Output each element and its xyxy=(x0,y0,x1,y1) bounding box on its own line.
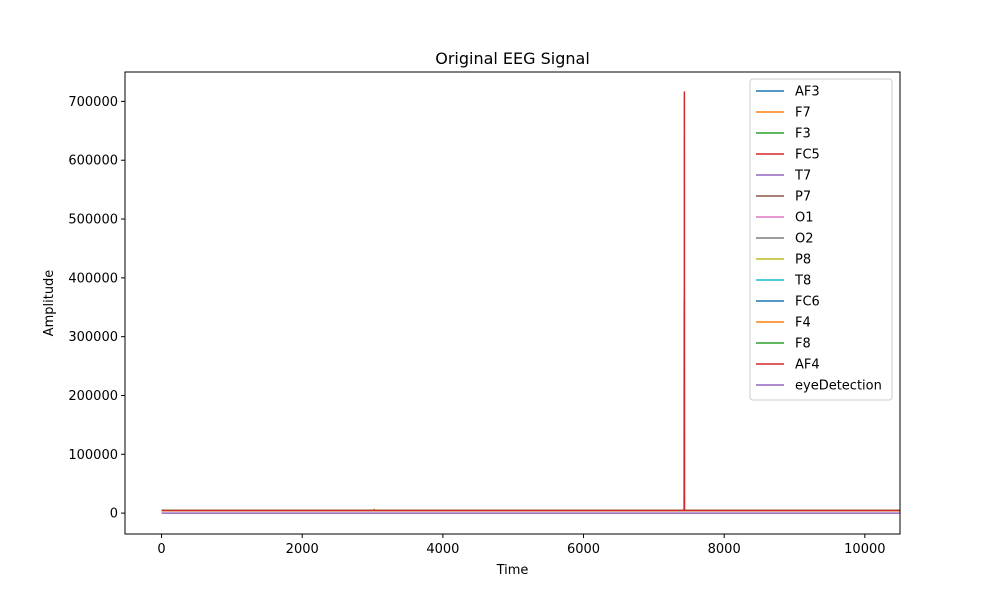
plot-frame xyxy=(124,71,901,535)
legend-label-o1: O1 xyxy=(795,211,814,226)
legend-label-p8: P8 xyxy=(795,253,811,268)
legend-label-t8: T8 xyxy=(794,274,811,289)
x-tick-label: 10000 xyxy=(844,542,885,557)
y-tick-label: 600000 xyxy=(68,154,118,169)
x-tick-label: 6000 xyxy=(567,542,600,557)
x-axis: 0 2000 4000 6000 8000 10000 xyxy=(157,534,886,557)
y-axis: 0 100000 200000 300000 400000 500000 600000 700… xyxy=(68,95,125,522)
legend-label-o2: O2 xyxy=(795,232,814,247)
legend-label-t7: T7 xyxy=(794,169,811,184)
chart-title: Original EEG Signal xyxy=(435,49,590,68)
y-axis-label: Amplitude xyxy=(42,270,57,337)
legend-box xyxy=(749,78,893,401)
legend-label-af4: AF4 xyxy=(795,358,820,373)
legend-label-p7: P7 xyxy=(795,190,811,205)
legend-label-f3: F3 xyxy=(795,127,811,142)
x-axis-label: Time xyxy=(496,563,529,578)
y-tick-label: 700000 xyxy=(68,95,118,110)
y-tick-label: 0 xyxy=(110,507,118,522)
y-tick-label: 100000 xyxy=(68,448,118,463)
legend-label-fc6: FC6 xyxy=(795,295,820,310)
y-tick-label: 200000 xyxy=(68,389,118,404)
x-tick-label: 8000 xyxy=(708,542,741,557)
legend-label-f8: F8 xyxy=(795,337,811,352)
legend: AF3 F7 F3 FC5 T7 P7 O1 O2 P8 T8 FC6 F4 F8 AF4 eyeDetec… xyxy=(749,78,893,401)
y-tick-label: 500000 xyxy=(68,213,118,228)
y-tick-label: 400000 xyxy=(68,271,118,286)
legend-label-f7: F7 xyxy=(795,106,811,121)
plot-area xyxy=(161,91,900,514)
x-tick-label: 4000 xyxy=(426,542,459,557)
legend-label-eyedetection: eyeDetection xyxy=(795,379,882,394)
series-line-af4 xyxy=(161,91,900,512)
legend-label-fc5: FC5 xyxy=(795,148,820,163)
legend-label-af3: AF3 xyxy=(795,85,820,100)
y-tick-label: 300000 xyxy=(68,330,118,345)
x-tick-label: 0 xyxy=(157,542,165,557)
legend-label-f4: F4 xyxy=(795,316,811,331)
x-tick-label: 2000 xyxy=(286,542,319,557)
